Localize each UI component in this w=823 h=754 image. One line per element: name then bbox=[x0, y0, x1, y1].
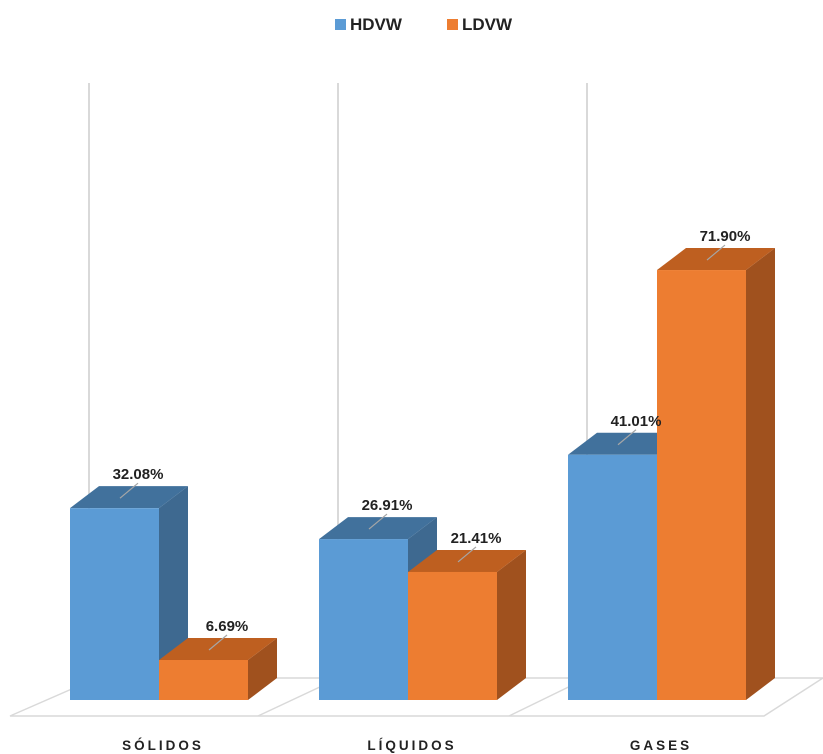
category-label-liquidos: LÍQUIDOS bbox=[367, 738, 456, 753]
label-leader bbox=[368, 513, 388, 530]
legend-label-ldvw: LDVW bbox=[462, 15, 513, 34]
bar-front bbox=[70, 508, 159, 700]
label-leader bbox=[617, 429, 637, 446]
legend: HDVW LDVW bbox=[335, 15, 513, 34]
bars bbox=[70, 248, 775, 700]
category-label-solidos: SÓLIDOS bbox=[122, 738, 204, 753]
bar-side bbox=[746, 248, 775, 700]
bar-top bbox=[408, 549, 526, 572]
data-label: 6.69% bbox=[206, 618, 249, 635]
bar-side bbox=[248, 637, 277, 700]
bar-ldvw-liquidos bbox=[408, 549, 526, 700]
data-label: 41.01% bbox=[611, 413, 662, 430]
label-leader bbox=[208, 634, 228, 651]
legend-label-hdvw: HDVW bbox=[350, 15, 403, 34]
bar-front bbox=[319, 539, 408, 700]
data-label: 71.90% bbox=[700, 228, 751, 245]
label-leader bbox=[119, 482, 139, 499]
floor-outline bbox=[9, 677, 823, 717]
data-label: 32.08% bbox=[113, 466, 164, 483]
category-label-gases: GASES bbox=[630, 738, 692, 753]
data-label: 26.91% bbox=[362, 497, 413, 514]
bar-front bbox=[408, 571, 497, 700]
bar-top bbox=[568, 432, 686, 455]
bar-top bbox=[657, 248, 775, 271]
bar-front bbox=[159, 659, 248, 700]
bar-top bbox=[159, 637, 277, 660]
label-leader bbox=[457, 546, 477, 563]
bar-front bbox=[568, 454, 657, 700]
bar-side bbox=[497, 549, 526, 700]
legend-swatch-hdvw bbox=[335, 19, 346, 30]
legend-swatch-ldvw bbox=[447, 19, 458, 30]
label-leader bbox=[706, 244, 726, 261]
data-label: 21.41% bbox=[451, 530, 502, 547]
bar-hdvw-solidos bbox=[70, 486, 188, 700]
bar-ldvw-gases bbox=[657, 248, 775, 700]
bar-front bbox=[657, 270, 746, 700]
bar-top bbox=[70, 486, 188, 509]
bar-top bbox=[319, 517, 437, 540]
data-labels: 32.08% 6.69% 26.91% 21.41% 41.01% 71.90% bbox=[113, 228, 751, 651]
bar-ldvw-solidos bbox=[159, 637, 277, 700]
category-labels: SÓLIDOS LÍQUIDOS GASES bbox=[122, 738, 692, 753]
